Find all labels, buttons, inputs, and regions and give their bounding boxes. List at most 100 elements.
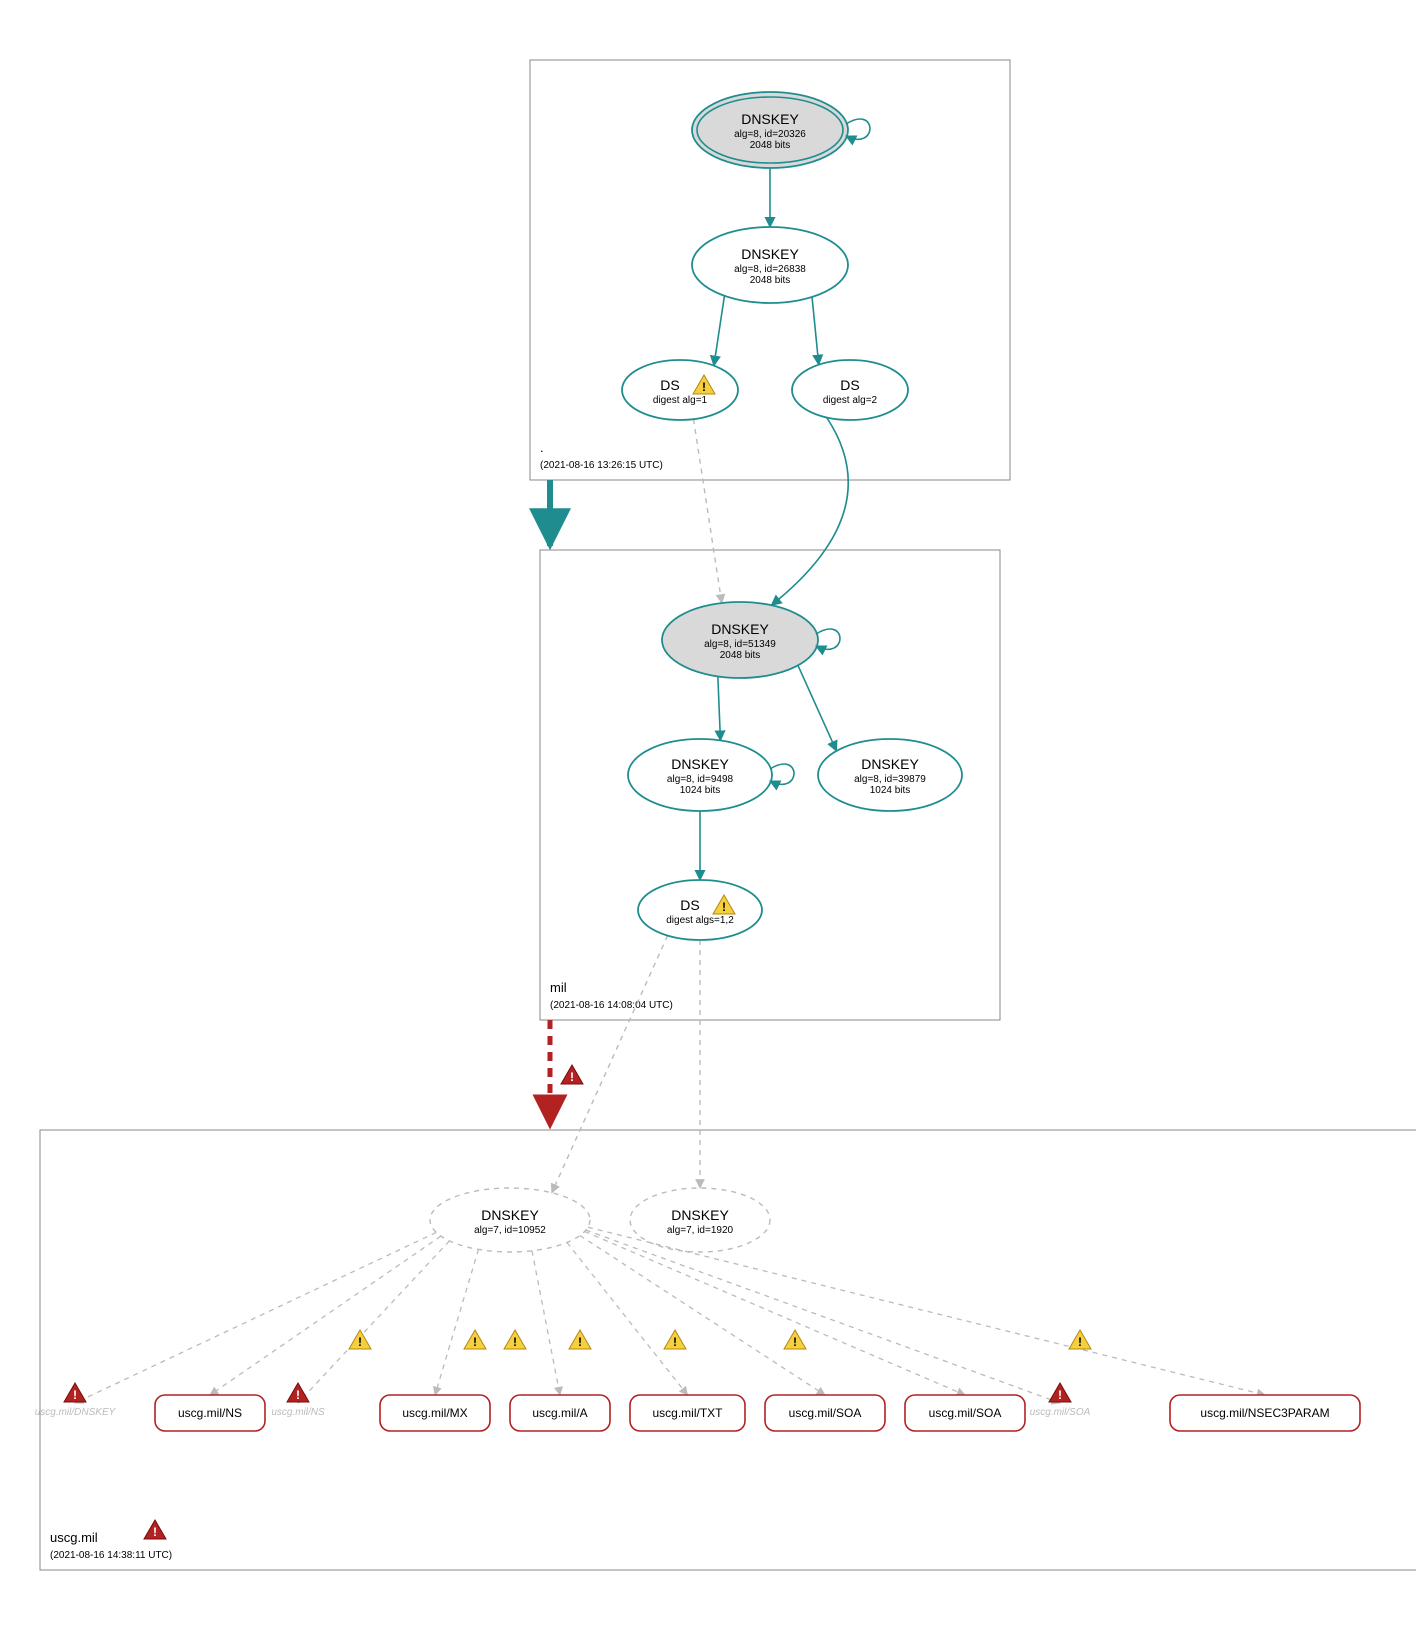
node-title: DS xyxy=(840,377,859,393)
node-title: DNSKEY xyxy=(671,1207,729,1223)
node-rootDs2: DS digest alg=2 xyxy=(792,360,908,420)
node-sub: alg=7, id=10952 xyxy=(474,1225,546,1236)
node-milKsk: DNSKEY alg=8, id=513492048 bits xyxy=(662,602,840,678)
svg-text:!: ! xyxy=(793,1335,797,1349)
node-sub: 2048 bits xyxy=(720,650,761,661)
edge xyxy=(588,1227,1265,1395)
node-rootZsk: DNSKEY alg=8, id=268382048 bits xyxy=(692,227,848,303)
node-sub: digest algs=1,2 xyxy=(666,915,734,926)
node-sub: 2048 bits xyxy=(750,275,791,286)
svg-text:!: ! xyxy=(1078,1335,1082,1349)
node-sub: digest alg=1 xyxy=(653,395,708,406)
node-uscgKey2: DNSKEY alg=7, id=1920 xyxy=(630,1188,770,1252)
edge xyxy=(298,1241,449,1403)
node-rootKsk: DNSKEY alg=8, id=203262048 bits xyxy=(692,92,870,168)
zone-mil-label: mil xyxy=(550,980,567,995)
warning-icon: ! xyxy=(664,1330,686,1349)
svg-text:!: ! xyxy=(722,900,726,914)
leaf-label: uscg.mil/NSEC3PARAM xyxy=(1200,1406,1329,1420)
node-milKey2: DNSKEY alg=8, id=398791024 bits xyxy=(818,739,962,811)
leaf-label: uscg.mil/SOA xyxy=(929,1406,1002,1420)
svg-text:!: ! xyxy=(358,1335,362,1349)
node-title: DNSKEY xyxy=(671,756,729,772)
zone-uscg-time: (2021-08-16 14:38:11 UTC) xyxy=(50,1550,172,1561)
edge xyxy=(435,1249,478,1395)
edge xyxy=(567,1242,688,1395)
leaf-record: uscg.mil/TXT xyxy=(630,1395,745,1431)
edge xyxy=(552,936,668,1193)
self-loop xyxy=(770,764,794,784)
svg-text:!: ! xyxy=(673,1335,677,1349)
zone-root-label: . xyxy=(540,440,544,455)
node-sub: alg=7, id=1920 xyxy=(667,1225,734,1236)
warning-icon: ! xyxy=(287,1383,309,1402)
leaf-record: uscg.mil/A xyxy=(510,1395,610,1431)
leaf-record: uscg.mil/NS xyxy=(155,1395,265,1431)
edge xyxy=(585,1231,965,1395)
edge xyxy=(75,1232,436,1403)
edge xyxy=(210,1236,441,1395)
leaf-record: uscg.mil/NSEC3PARAM xyxy=(1170,1395,1360,1431)
ghost-label: uscg.mil/DNSKEY xyxy=(35,1407,117,1418)
svg-text:!: ! xyxy=(513,1335,517,1349)
node-sub: alg=8, id=51349 xyxy=(704,639,776,650)
zone-uscg-label: uscg.mil xyxy=(50,1530,98,1545)
node-sub: alg=8, id=39879 xyxy=(854,774,926,785)
node-title: DNSKEY xyxy=(861,756,919,772)
edge xyxy=(812,297,819,365)
edge xyxy=(798,665,837,750)
node-sub: alg=8, id=9498 xyxy=(667,774,734,785)
edge xyxy=(532,1251,560,1395)
warning-icon: ! xyxy=(1049,1383,1071,1402)
svg-text:!: ! xyxy=(578,1335,582,1349)
zone-root-time: (2021-08-16 13:26:15 UTC) xyxy=(540,460,663,471)
warning-icon: ! xyxy=(784,1330,806,1349)
ghost-label: uscg.mil/NS xyxy=(271,1407,325,1418)
node-milZsk: DNSKEY alg=8, id=94981024 bits xyxy=(628,739,794,811)
self-loop xyxy=(816,629,840,649)
node-title: DNSKEY xyxy=(741,111,799,127)
svg-text:!: ! xyxy=(702,380,706,394)
leaf-record: uscg.mil/SOA xyxy=(905,1395,1025,1431)
node-rootDs1: DS!digest alg=1 xyxy=(622,360,738,420)
warning-icon: ! xyxy=(64,1383,86,1402)
svg-text:!: ! xyxy=(153,1525,157,1539)
node-sub: 1024 bits xyxy=(680,785,721,796)
node-title: DS xyxy=(660,377,679,393)
leaf-record: uscg.mil/SOA xyxy=(765,1395,885,1431)
node-sub: digest alg=2 xyxy=(823,395,878,406)
svg-text:!: ! xyxy=(570,1070,574,1084)
edge xyxy=(771,417,848,605)
self-loop xyxy=(846,119,870,139)
warning-icon: ! xyxy=(569,1330,591,1349)
warning-icon: ! xyxy=(144,1520,166,1539)
dnssec-diagram: . (2021-08-16 13:26:15 UTC) mil (2021-08-16… xyxy=(20,20,1416,1629)
node-sub: 1024 bits xyxy=(870,785,911,796)
edge xyxy=(586,1230,1060,1403)
node-title: DNSKEY xyxy=(741,246,799,262)
leaf-label: uscg.mil/NS xyxy=(178,1406,242,1420)
edge xyxy=(718,676,721,740)
node-title: DNSKEY xyxy=(481,1207,539,1223)
warning-icon: ! xyxy=(504,1330,526,1349)
node-title: DNSKEY xyxy=(711,621,769,637)
leaf-record: uscg.mil/MX xyxy=(380,1395,490,1431)
svg-text:!: ! xyxy=(296,1388,300,1402)
svg-text:!: ! xyxy=(1058,1388,1062,1402)
ghost-label: uscg.mil/SOA xyxy=(1030,1407,1091,1418)
edge xyxy=(580,1236,825,1395)
node-sub: 2048 bits xyxy=(750,140,791,151)
edge xyxy=(694,419,722,603)
zone-mil-time: (2021-08-16 14:08:04 UTC) xyxy=(550,1000,673,1011)
node-sub: alg=8, id=20326 xyxy=(734,129,806,140)
svg-text:!: ! xyxy=(73,1388,77,1402)
leaf-label: uscg.mil/MX xyxy=(402,1406,467,1420)
warning-icon: ! xyxy=(561,1065,583,1084)
leaf-label: uscg.mil/TXT xyxy=(652,1406,723,1420)
leaf-label: uscg.mil/SOA xyxy=(789,1406,862,1420)
node-milDs: DS!digest algs=1,2 xyxy=(638,880,762,940)
warning-icon: ! xyxy=(1069,1330,1091,1349)
leaf-label: uscg.mil/A xyxy=(532,1406,587,1420)
node-sub: alg=8, id=26838 xyxy=(734,264,806,275)
zone-uscg xyxy=(40,1130,1416,1570)
